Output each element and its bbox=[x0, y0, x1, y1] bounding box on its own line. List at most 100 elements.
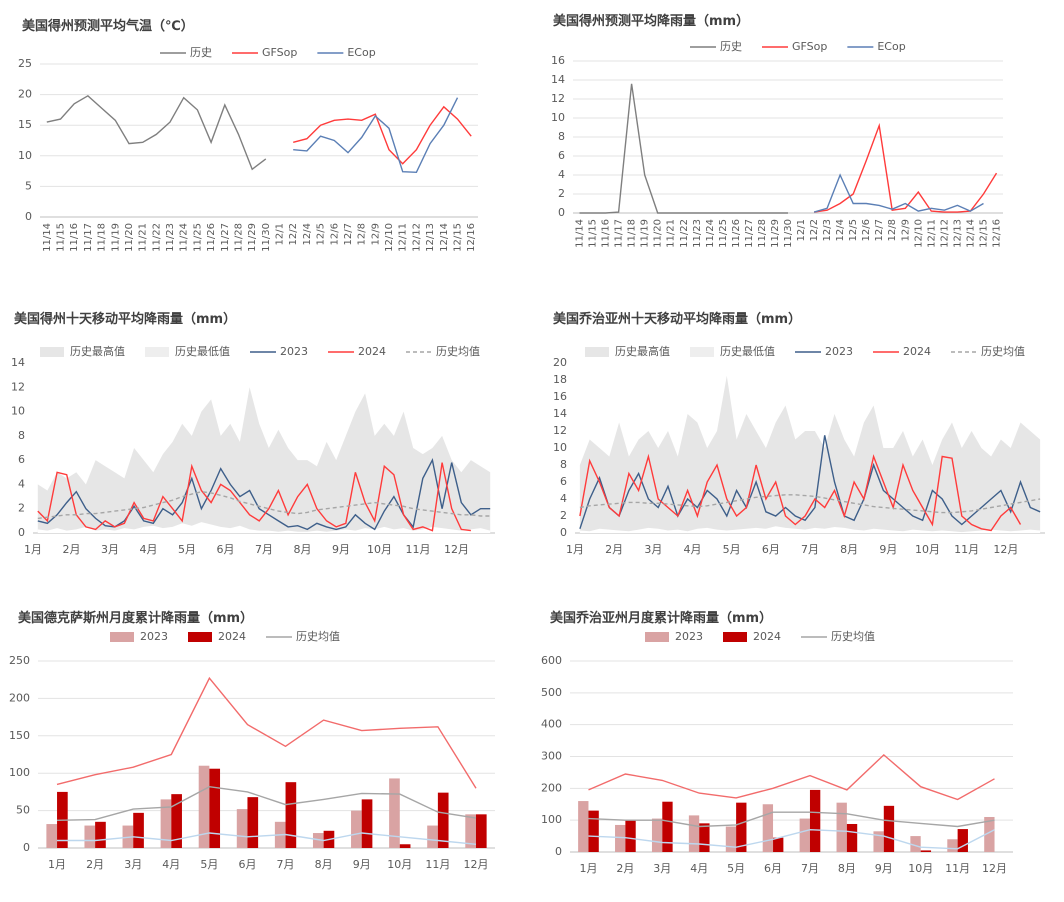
x-tick-label: 12/5 bbox=[848, 219, 859, 241]
x-tick-label: 2月 bbox=[63, 543, 81, 556]
x-tick-label: 3月 bbox=[124, 858, 142, 871]
x-tick-label: 12/14 bbox=[965, 219, 976, 248]
x-tick-label: 11/22 bbox=[151, 223, 162, 252]
legend-swatch bbox=[645, 632, 669, 642]
y-tick-label: 10 bbox=[551, 111, 565, 124]
x-tick-label: 10月 bbox=[915, 543, 940, 556]
x-tick-label: 12月 bbox=[444, 543, 469, 556]
bar bbox=[209, 768, 221, 848]
x-tick-label: 11月 bbox=[425, 858, 450, 871]
x-tick-label: 11/20 bbox=[124, 223, 135, 252]
y-tick-label: 50 bbox=[16, 804, 30, 817]
y-tick-label: 2 bbox=[560, 509, 567, 522]
legend-swatch bbox=[188, 632, 212, 642]
legend-swatch bbox=[690, 347, 714, 357]
x-tick-label: 12/15 bbox=[452, 223, 463, 252]
y-tick-label: 10 bbox=[553, 441, 567, 454]
x-tick-label: 8月 bbox=[840, 543, 858, 556]
x-tick-label: 3月 bbox=[101, 543, 119, 556]
bar bbox=[578, 801, 589, 852]
legend-label: 历史 bbox=[720, 40, 742, 53]
bar bbox=[160, 799, 172, 848]
y-tick-label: 10 bbox=[11, 405, 25, 418]
x-tick-label: 11/30 bbox=[783, 219, 794, 248]
x-tick-label: 12/12 bbox=[411, 223, 422, 252]
y-tick-label: 500 bbox=[541, 686, 562, 699]
bar bbox=[725, 826, 737, 852]
legend-label: 2023 bbox=[675, 630, 703, 643]
bar bbox=[171, 794, 182, 848]
y-tick-label: 0 bbox=[555, 845, 562, 858]
x-tick-label: 4月 bbox=[684, 543, 702, 556]
y-tick-label: 5 bbox=[25, 179, 32, 192]
x-tick-label: 7月 bbox=[255, 543, 273, 556]
y-tick-label: 0 bbox=[18, 526, 25, 539]
bar bbox=[236, 809, 248, 848]
x-tick-label: 11/27 bbox=[744, 219, 755, 248]
x-tick-label: 12/13 bbox=[425, 223, 436, 252]
x-tick-label: 11/22 bbox=[679, 219, 690, 248]
x-tick-label: 12/16 bbox=[991, 219, 1002, 248]
y-tick-label: 8 bbox=[558, 130, 565, 143]
x-tick-label: 5月 bbox=[178, 543, 196, 556]
y-tick-label: 6 bbox=[560, 475, 567, 488]
x-tick-label: 12/5 bbox=[316, 223, 327, 245]
line bbox=[293, 105, 472, 165]
y-tick-label: 4 bbox=[560, 492, 567, 505]
legend-label: 历史 bbox=[190, 46, 212, 59]
x-tick-label: 6月 bbox=[217, 543, 235, 556]
y-tick-label: 2 bbox=[558, 187, 565, 200]
bar bbox=[312, 833, 324, 848]
x-tick-label: 12/8 bbox=[887, 219, 898, 241]
x-tick-label: 8月 bbox=[294, 543, 312, 556]
y-tick-label: 20 bbox=[18, 88, 32, 101]
bar bbox=[947, 839, 958, 852]
bar bbox=[437, 792, 449, 848]
legend-swatch bbox=[585, 347, 609, 357]
x-tick-label: 11/30 bbox=[261, 223, 272, 252]
y-tick-label: 4 bbox=[558, 168, 565, 181]
x-tick-label: 6月 bbox=[762, 543, 780, 556]
line bbox=[46, 94, 267, 171]
x-tick-label: 12/6 bbox=[861, 219, 872, 241]
legend-label: 2024 bbox=[903, 345, 931, 358]
bar bbox=[133, 812, 144, 848]
bar bbox=[762, 804, 774, 852]
x-tick-label: 11/15 bbox=[56, 223, 67, 252]
bar bbox=[873, 831, 884, 852]
x-tick-label: 1月 bbox=[24, 543, 42, 556]
x-tick-label: 12/9 bbox=[370, 223, 381, 245]
x-tick-label: 10月 bbox=[367, 543, 392, 556]
x-tick-label: 5月 bbox=[200, 858, 218, 871]
bar bbox=[809, 789, 821, 852]
line bbox=[293, 97, 459, 174]
x-tick-label: 7月 bbox=[801, 862, 819, 875]
line bbox=[813, 122, 998, 213]
x-tick-label: 11月 bbox=[954, 543, 979, 556]
y-tick-label: 14 bbox=[553, 407, 567, 420]
bar bbox=[427, 825, 438, 848]
x-tick-label: 12/3 bbox=[822, 219, 833, 241]
x-tick-label: 11/16 bbox=[601, 219, 612, 248]
x-tick-label: 12/10 bbox=[384, 223, 395, 252]
x-tick-label: 11/28 bbox=[757, 219, 768, 248]
chart-panel: 美国乔治亚州月度累计降雨量（mm） 0 100 200 300 400 500 600 1月 2月… bbox=[541, 610, 1013, 875]
x-tick-label: 11/23 bbox=[165, 223, 176, 252]
y-tick-label: 400 bbox=[541, 718, 562, 731]
x-tick-label: 11月 bbox=[945, 862, 970, 875]
y-tick-label: 0 bbox=[558, 206, 565, 219]
x-tick-label: 9月 bbox=[353, 858, 371, 871]
line bbox=[588, 753, 995, 801]
y-tick-label: 16 bbox=[553, 390, 567, 403]
line bbox=[56, 676, 477, 789]
x-tick-label: 5月 bbox=[727, 862, 745, 875]
x-tick-label: 4月 bbox=[690, 862, 708, 875]
x-tick-label: 12/4 bbox=[835, 219, 846, 241]
y-tick-label: 0 bbox=[23, 841, 30, 854]
chart-panel: 美国乔治亚州十天移动平均降雨量（mm） 0 2 4 6 8 10 12 14 16 18 20 1月 2月… bbox=[553, 311, 1045, 556]
legend-label: 2023 bbox=[140, 630, 168, 643]
legend-label: 2024 bbox=[218, 630, 246, 643]
y-tick-label: 100 bbox=[9, 766, 30, 779]
bar bbox=[846, 823, 858, 852]
bar bbox=[625, 820, 636, 852]
